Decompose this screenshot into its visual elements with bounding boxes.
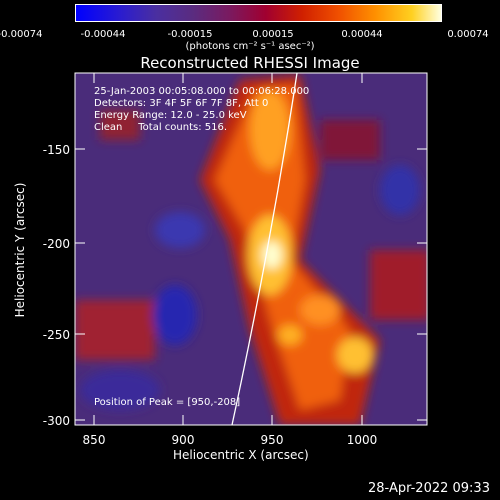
colorbar-tick: 0.00074 bbox=[447, 29, 489, 40]
y-tick: -150 bbox=[42, 143, 70, 157]
x-tick: 900 bbox=[171, 433, 195, 447]
colorbar-units: (photons cm⁻² s⁻¹ asec⁻²) bbox=[185, 41, 315, 52]
footer-timestamp: 28-Apr-2022 09:33 bbox=[368, 481, 490, 496]
colorbar-tick: 0.00044 bbox=[341, 29, 383, 40]
x-tick: 950 bbox=[260, 433, 284, 447]
colorbar-tick: -0.00074 bbox=[0, 29, 43, 40]
y-tick: -200 bbox=[42, 237, 70, 251]
flux-map bbox=[75, 73, 427, 425]
axis-ticks bbox=[75, 73, 427, 425]
x-axis-label: Heliocentric X (arcsec) bbox=[173, 448, 309, 462]
y-tick: -300 bbox=[42, 414, 70, 428]
energy-range-label: Energy Range: 12.0 - 25.0 keV bbox=[94, 110, 247, 121]
colorbar-tick: 0.00015 bbox=[252, 29, 294, 40]
x-tick: 1000 bbox=[346, 433, 378, 447]
image-title: Reconstructed RHESSI Image bbox=[140, 54, 360, 72]
y-tick: -250 bbox=[42, 328, 70, 342]
clean-counts-label: Clean Total counts: 516. bbox=[94, 122, 228, 133]
plot-frame bbox=[74, 72, 428, 426]
y-axis-label: Heliocentric Y (arcsec) bbox=[13, 182, 27, 318]
solar-limb-line bbox=[231, 73, 298, 425]
colorbar-tick: -0.00044 bbox=[80, 29, 126, 40]
colorbar-tick: -0.00015 bbox=[167, 29, 213, 40]
x-tick: 850 bbox=[82, 433, 106, 447]
detectors-label: Detectors: 3F 4F 5F 6F 7F 8F, Att 0 bbox=[94, 98, 269, 109]
colorbar bbox=[75, 4, 442, 22]
peak-position-label: Position of Peak = [950,-208] bbox=[94, 397, 241, 408]
time-range-label: 25-Jan-2003 00:05:08.000 to 00:06:28.000 bbox=[94, 86, 310, 97]
